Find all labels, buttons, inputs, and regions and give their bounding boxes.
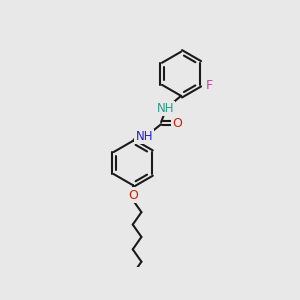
Text: NH: NH bbox=[157, 102, 174, 115]
Text: NH: NH bbox=[136, 130, 153, 143]
Text: O: O bbox=[172, 117, 182, 130]
Text: O: O bbox=[128, 189, 138, 202]
Text: F: F bbox=[206, 80, 212, 92]
